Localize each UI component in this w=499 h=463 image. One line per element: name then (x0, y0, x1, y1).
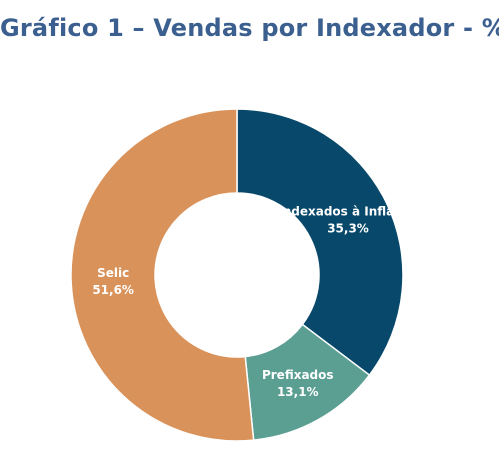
slice-label-name: Selic (97, 266, 129, 280)
slice-indexados-infla-o (236, 108, 404, 377)
donut-slices (70, 108, 404, 442)
slice-label-name: Indexados à Inflação (278, 205, 417, 219)
slice-label-value: 51,6% (92, 283, 134, 297)
slice-label-name: Prefixados (262, 368, 334, 382)
donut-labels: Indexados à Inflação 35,3% Prefixados 13,1%… (92, 205, 417, 399)
slice-selic (70, 108, 255, 442)
slice-label-value: 35,3% (327, 222, 369, 236)
slice-label-value: 13,1% (277, 385, 319, 399)
chart-title: Gráfico 1 – Vendas por Indexador - % (0, 14, 499, 42)
